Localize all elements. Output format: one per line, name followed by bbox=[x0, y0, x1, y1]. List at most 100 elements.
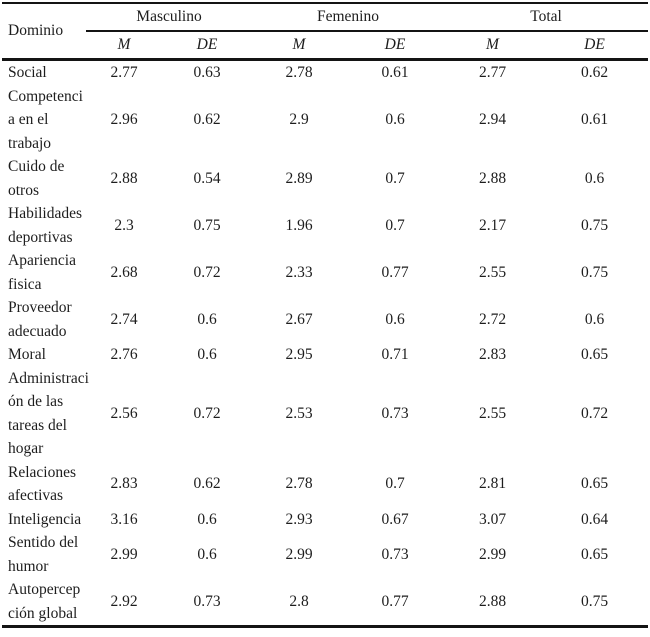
cell-value: 2.83 bbox=[110, 475, 138, 493]
cell-value: 2.56 bbox=[110, 404, 138, 422]
cell-value: 1.96 bbox=[285, 216, 313, 234]
cell-value: 2.89 bbox=[285, 169, 313, 187]
cell-value: 2.77 bbox=[110, 64, 138, 81]
femenino-mean-header: M bbox=[252, 31, 346, 61]
cell-value: 0.71 bbox=[381, 346, 409, 363]
cell-value: 2.17 bbox=[478, 216, 507, 234]
cell-value: 2.72 bbox=[478, 310, 507, 328]
cell-value: 2.94 bbox=[478, 111, 507, 128]
cell-value: 2.76 bbox=[110, 346, 138, 363]
cell-value: 0.67 bbox=[381, 510, 409, 528]
table-row: Proveedor adecuado 2.74 0.6 2.67 0.6 2.72 0.6 bbox=[2, 296, 648, 343]
table-row: Inteligencia 3.16 0.6 2.93 0.67 3.07 0.64 bbox=[2, 508, 648, 532]
row-label: Autopercep ción global bbox=[8, 581, 81, 622]
row-label: Sentido del humor bbox=[8, 534, 79, 575]
cell-value: 0.77 bbox=[381, 592, 409, 610]
cell-value: 0.62 bbox=[580, 64, 609, 81]
cell-value: 2.78 bbox=[285, 475, 313, 493]
cell-value: 0.72 bbox=[580, 404, 609, 422]
cell-value: 2.33 bbox=[285, 263, 313, 281]
cell-value: 0.73 bbox=[381, 545, 409, 563]
row-label: Proveedor adecuado bbox=[8, 299, 72, 340]
cell-value: 0.7 bbox=[385, 216, 405, 234]
cell-value: 2.88 bbox=[110, 169, 138, 187]
cell-value: 2.67 bbox=[285, 310, 313, 328]
cell-value: 0.77 bbox=[381, 263, 409, 281]
cell-value: 0.6 bbox=[385, 111, 405, 128]
group-header-femenino: Femenino bbox=[252, 3, 444, 32]
cell-value: 0.7 bbox=[385, 475, 405, 493]
cell-value: 2.68 bbox=[110, 263, 138, 281]
cell-value: 0.62 bbox=[193, 111, 221, 128]
cell-value: 0.65 bbox=[580, 545, 609, 563]
cell-value: 3.16 bbox=[110, 510, 138, 528]
cell-value: 2.99 bbox=[110, 545, 138, 563]
table-row: Sentido del humor 2.99 0.6 2.99 0.73 2.99 0.65 bbox=[2, 531, 648, 578]
row-label: Cuido de otros bbox=[8, 158, 65, 199]
cell-value: 2.55 bbox=[478, 404, 507, 422]
cell-value: 2.95 bbox=[285, 346, 313, 363]
table-row: Cuido de otros 2.88 0.54 2.89 0.7 2.88 0.6 bbox=[2, 155, 648, 202]
cell-value: 0.6 bbox=[197, 545, 217, 563]
cell-value: 2.77 bbox=[478, 64, 507, 81]
cell-value: 0.6 bbox=[584, 169, 605, 187]
cell-value: 2.83 bbox=[478, 346, 507, 363]
cell-value: 0.75 bbox=[580, 592, 609, 610]
cell-value: 2.92 bbox=[110, 592, 138, 610]
table-header: Dominio Masculino Femenino Total M DE M … bbox=[2, 3, 649, 61]
cell-value: 0.72 bbox=[193, 404, 221, 422]
sub-header-row: M DE M DE M DE bbox=[2, 31, 649, 61]
cell-value: 2.55 bbox=[478, 263, 507, 281]
row-label: Moral bbox=[8, 346, 46, 363]
cell-value: 0.7 bbox=[385, 169, 405, 187]
table-row: Relaciones afectivas 2.83 0.62 2.78 0.7 2.81 0… bbox=[2, 461, 648, 508]
cell-value: 0.6 bbox=[197, 310, 217, 328]
cell-value: 2.88 bbox=[478, 169, 507, 187]
cell-value: 2.99 bbox=[478, 545, 507, 563]
cell-value: 2.88 bbox=[478, 592, 507, 610]
cell-value: 0.73 bbox=[381, 404, 409, 422]
cell-value: 2.99 bbox=[285, 545, 313, 563]
statistics-table: Dominio Masculino Femenino Total M DE M … bbox=[2, 2, 649, 628]
group-header-total: Total bbox=[444, 3, 649, 32]
table-row: Moral 2.76 0.6 2.95 0.71 2.83 0.65 bbox=[2, 343, 648, 367]
cell-value: 0.73 bbox=[193, 592, 221, 610]
row-label: Inteligencia bbox=[8, 510, 82, 528]
table-body: Social 2.77 0.63 2.78 0.61 2.77 0.62 Competenci… bbox=[2, 60, 648, 627]
masculino-mean-header: M bbox=[86, 31, 162, 61]
cell-value: 2.3 bbox=[114, 216, 134, 234]
cell-value: 2.9 bbox=[289, 111, 309, 128]
cell-value: 0.6 bbox=[584, 310, 605, 328]
table-row: Administraci ón de las tareas del hogar 2… bbox=[2, 367, 648, 461]
femenino-sd-header: DE bbox=[346, 31, 444, 61]
table-row: Autopercep ción global 2.92 0.73 2.8 0.77 2.8… bbox=[2, 578, 648, 627]
cell-value: 0.61 bbox=[381, 64, 409, 81]
row-label: Habilidades deportivas bbox=[8, 205, 83, 246]
row-label: Apariencia fisica bbox=[8, 252, 76, 293]
cell-value: 2.74 bbox=[110, 310, 138, 328]
cell-value: 0.63 bbox=[193, 64, 221, 81]
table-row: Habilidades deportivas 2.3 0.75 1.96 0.7 2.17… bbox=[2, 202, 648, 249]
cell-value: 2.8 bbox=[289, 592, 309, 610]
cell-value: 2.81 bbox=[478, 475, 507, 493]
total-mean-header: M bbox=[444, 31, 541, 61]
cell-value: 0.65 bbox=[580, 346, 609, 363]
cell-value: 0.62 bbox=[193, 475, 221, 493]
cell-value: 2.93 bbox=[285, 510, 313, 528]
table-row: Apariencia fisica 2.68 0.72 2.33 0.77 2.55 0.7… bbox=[2, 249, 648, 296]
row-label: Competenci a en el trabajo bbox=[8, 87, 83, 152]
masculino-sd-header: DE bbox=[162, 31, 252, 61]
group-header-row: Dominio Masculino Femenino Total bbox=[2, 3, 649, 61]
cell-value: 0.72 bbox=[193, 263, 221, 281]
table-row: Competenci a en el trabajo 2.96 0.62 2.9 0.6… bbox=[2, 85, 648, 156]
cell-value: 0.6 bbox=[197, 510, 217, 528]
cell-value: 3.07 bbox=[478, 510, 507, 528]
cell-value: 0.75 bbox=[580, 263, 609, 281]
cell-value: 0.61 bbox=[580, 111, 609, 128]
cell-value: 2.96 bbox=[110, 111, 138, 128]
cell-value: 0.6 bbox=[385, 310, 405, 328]
table-row: Social 2.77 0.63 2.78 0.61 2.77 0.62 bbox=[2, 60, 648, 85]
row-label: Relaciones afectivas bbox=[8, 463, 77, 505]
domain-column-header: Dominio bbox=[2, 3, 86, 61]
cell-value: 0.65 bbox=[580, 475, 609, 493]
